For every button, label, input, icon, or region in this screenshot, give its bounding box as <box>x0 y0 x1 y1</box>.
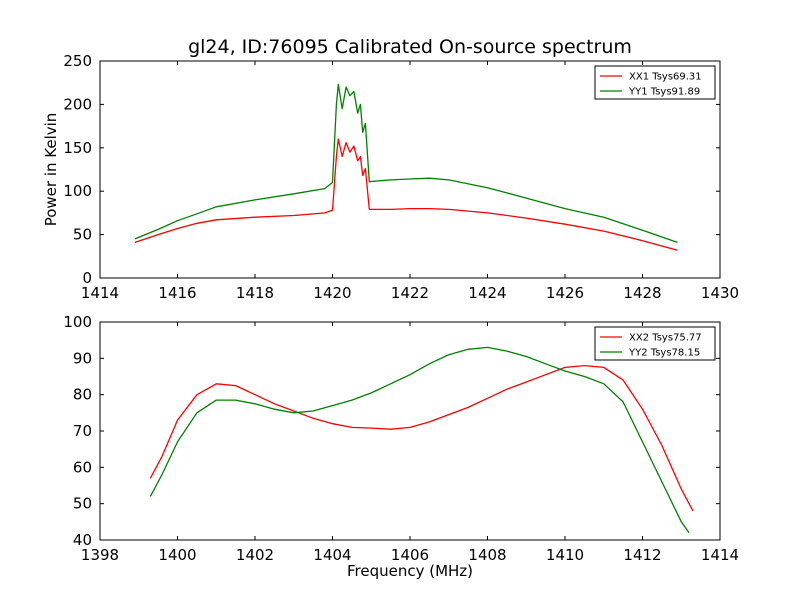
x-tick-label: 1402 <box>236 546 274 564</box>
legend-label-2: YY2 Tsys78.15 <box>628 348 700 359</box>
x-tick-label: 1430 <box>701 284 739 302</box>
y-tick-label: 80 <box>73 386 92 404</box>
legend: XX2 Tsys75.77 YY2 Tsys78.15 <box>594 326 716 361</box>
legend-label-1: XX2 Tsys75.77 <box>629 333 702 344</box>
x-tick-label: 1412 <box>623 546 661 564</box>
x-tick-label: 1404 <box>313 546 351 564</box>
y-tick-label: 50 <box>73 226 92 244</box>
legend-box <box>594 65 716 100</box>
x-tick-label: 1406 <box>391 546 429 564</box>
y-tick-label: 50 <box>73 495 92 513</box>
series-line-2 <box>149 346 690 534</box>
y-tick-label: 100 <box>63 182 92 200</box>
x-tick-label: 1400 <box>158 546 196 564</box>
legend-label-2: YY1 Tsys91.89 <box>628 87 700 98</box>
series-line-2 <box>134 83 678 244</box>
x-tick-label: 1414 <box>701 546 739 564</box>
y-tick-label: 70 <box>73 422 92 440</box>
top-plot: 1414 1416 1418 1420 1422 1424 1426 1428 1430 0 50 1… <box>42 52 739 302</box>
y-tick-label: 200 <box>63 95 92 113</box>
x-tick-label: 1420 <box>313 284 351 302</box>
y-tick-label: 40 <box>73 531 92 549</box>
x-tick-label: 1408 <box>468 546 506 564</box>
series-line-1 <box>149 364 694 512</box>
legend: XX1 Tsys69.31 YY1 Tsys91.89 <box>594 65 716 100</box>
x-tick-label: 1416 <box>158 284 196 302</box>
y-tick-label: 90 <box>73 349 92 367</box>
x-tick-label: 1422 <box>391 284 429 302</box>
x-tick-label: 1426 <box>546 284 584 302</box>
bottom-plot: 1398 1400 1402 1404 1406 1408 1410 1412 1414 40 50… <box>63 313 739 580</box>
x-tick-label: 1398 <box>81 546 119 564</box>
y-tick-label: 150 <box>63 139 92 157</box>
y-axis-label: Power in Kelvin <box>42 113 60 227</box>
x-axis-label: Frequency (MHz) <box>347 562 473 580</box>
x-tick-label: 1428 <box>623 284 661 302</box>
x-tick-label: 1414 <box>81 284 119 302</box>
x-tick-label: 1424 <box>468 284 506 302</box>
x-tick-label: 1410 <box>546 546 584 564</box>
y-tick-label: 250 <box>63 52 92 70</box>
x-tick-label: 1418 <box>236 284 274 302</box>
y-tick-label: 60 <box>73 458 92 476</box>
y-tick-label: 100 <box>63 313 92 331</box>
series-line-1 <box>134 138 678 251</box>
chart-title: gl24, ID:76095 Calibrated On-source spec… <box>188 36 632 58</box>
legend-box <box>594 326 716 361</box>
legend-label-1: XX1 Tsys69.31 <box>629 72 702 83</box>
y-tick-label: 0 <box>82 269 92 287</box>
